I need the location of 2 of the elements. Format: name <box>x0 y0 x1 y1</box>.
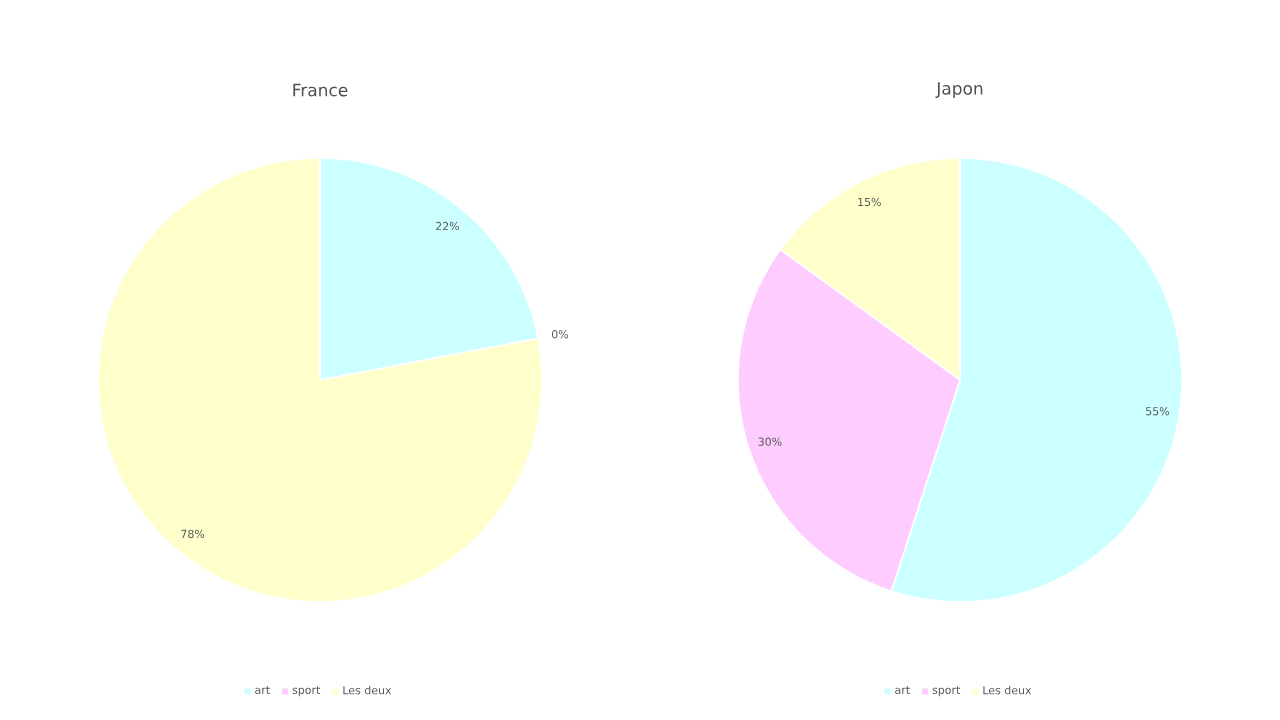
chart-title: Japon <box>935 82 983 99</box>
chart-title: France <box>293 83 348 97</box>
